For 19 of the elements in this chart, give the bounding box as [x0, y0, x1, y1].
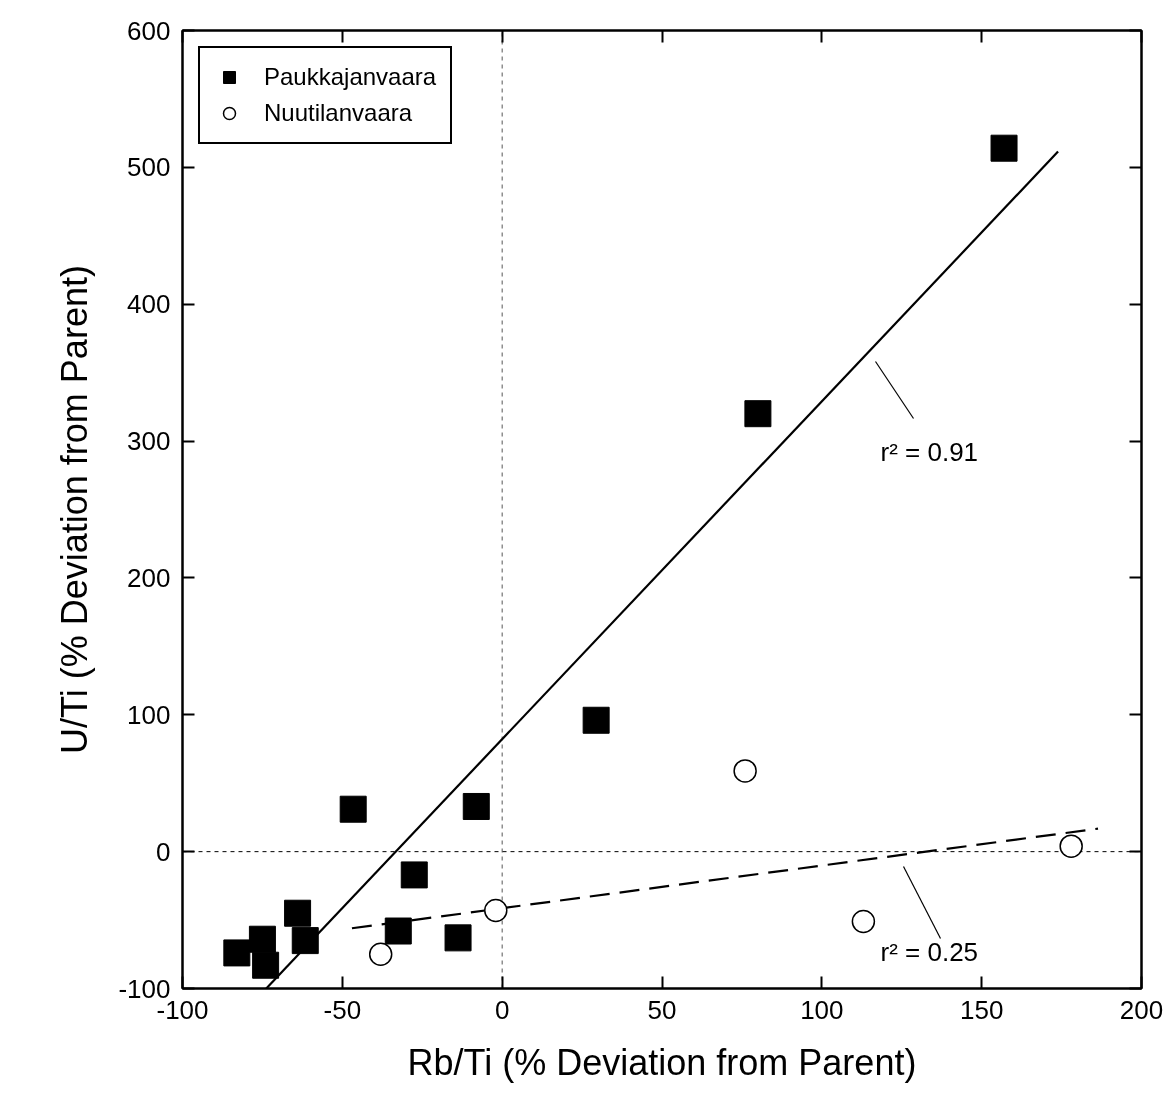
y-tick-label: 300 — [127, 426, 171, 457]
x-tick-label: 50 — [647, 994, 677, 1025]
x-tick-label: 200 — [1119, 994, 1164, 1025]
y-tick-label: 100 — [127, 699, 171, 730]
x-tick-label: 0 — [494, 994, 510, 1025]
y-tick-label: 500 — [127, 152, 171, 183]
x-tick-label: 150 — [959, 994, 1004, 1025]
legend-label: Paukkajanvaara — [264, 63, 437, 91]
y-tick-label: 0 — [156, 836, 171, 867]
x-tick-label: -50 — [323, 994, 362, 1025]
x-tick-label: 100 — [800, 994, 844, 1025]
annotation: r² = 0.91 — [880, 436, 979, 467]
y-tick-label: 600 — [127, 15, 171, 46]
y-tick-label: 200 — [127, 562, 171, 593]
x-axis-title: Rb/Ti (% Deviation from Parent) — [407, 1041, 917, 1083]
y-axis-title: U/Ti (% Deviation from Parent) — [54, 265, 96, 754]
legend-label: Nuutilanvaara — [264, 99, 413, 127]
y-tick-label: 400 — [127, 289, 171, 320]
annotation: r² = 0.25 — [880, 936, 979, 967]
